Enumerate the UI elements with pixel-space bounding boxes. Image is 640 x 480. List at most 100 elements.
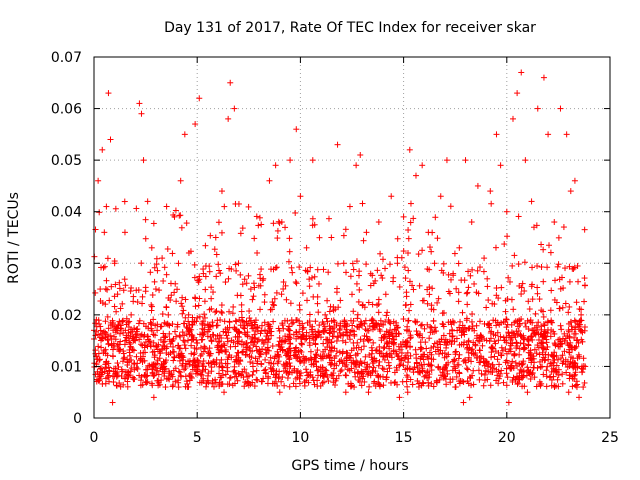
data-point	[555, 234, 562, 241]
data-point	[403, 293, 410, 300]
data-point	[518, 69, 525, 76]
data-point	[180, 337, 187, 344]
data-point	[534, 284, 541, 291]
data-point	[106, 297, 113, 304]
y-tick-label: 0	[73, 411, 82, 427]
data-point	[298, 348, 305, 355]
data-point	[261, 299, 268, 306]
data-point	[191, 261, 198, 268]
data-point	[551, 383, 558, 390]
data-point	[225, 115, 232, 122]
data-point	[287, 157, 294, 164]
data-point	[174, 286, 181, 293]
data-point	[102, 285, 109, 292]
data-point	[314, 266, 321, 273]
data-point	[179, 303, 186, 310]
data-point	[92, 289, 99, 296]
data-point	[286, 248, 293, 255]
data-point	[308, 274, 315, 281]
data-point	[521, 259, 528, 266]
data-point	[378, 272, 385, 279]
data-point	[515, 327, 522, 334]
data-point	[365, 389, 372, 396]
data-point	[257, 306, 264, 313]
data-point	[303, 244, 310, 251]
data-point	[349, 291, 356, 298]
data-point	[237, 230, 244, 237]
data-point	[480, 382, 487, 389]
data-point	[462, 157, 469, 164]
data-point	[282, 282, 289, 289]
data-point	[359, 200, 366, 207]
data-point	[177, 369, 184, 376]
data-point	[278, 291, 285, 298]
data-point	[338, 367, 345, 374]
data-point	[221, 203, 228, 210]
data-point	[410, 215, 417, 222]
data-point	[419, 365, 426, 372]
data-point	[516, 345, 523, 352]
data-point	[293, 344, 300, 351]
data-point	[270, 360, 277, 367]
data-point	[559, 352, 566, 359]
data-point	[219, 309, 226, 316]
data-point	[477, 347, 484, 354]
data-point	[215, 261, 222, 268]
data-point	[257, 282, 264, 289]
data-point	[270, 318, 277, 325]
data-point	[502, 308, 509, 315]
data-point	[196, 295, 203, 302]
data-point	[562, 265, 569, 272]
data-point	[258, 266, 265, 273]
data-point	[465, 338, 472, 345]
data-point	[406, 146, 413, 153]
data-point	[296, 302, 303, 309]
data-point	[372, 347, 379, 354]
data-point	[104, 286, 111, 293]
data-point	[566, 349, 573, 356]
data-point	[456, 244, 463, 251]
data-point	[344, 332, 351, 339]
data-point	[246, 315, 253, 322]
data-point	[177, 212, 184, 219]
data-point	[382, 265, 389, 272]
data-point	[315, 309, 322, 316]
data-point	[213, 251, 220, 258]
data-point	[206, 268, 213, 275]
data-point	[116, 318, 123, 325]
data-point	[498, 352, 505, 359]
data-point	[446, 330, 453, 337]
data-point	[226, 319, 233, 326]
data-point	[419, 162, 426, 169]
data-point	[488, 354, 495, 361]
data-point	[379, 373, 386, 380]
data-point	[350, 266, 357, 273]
data-point	[353, 280, 360, 287]
data-point	[374, 267, 381, 274]
data-point	[309, 157, 316, 164]
data-point	[407, 219, 414, 226]
data-point	[504, 374, 511, 381]
data-point	[405, 235, 412, 242]
data-point	[104, 313, 111, 320]
data-point	[175, 260, 182, 267]
data-point	[218, 188, 225, 195]
data-point	[202, 366, 209, 373]
data-point	[463, 290, 470, 297]
data-point	[419, 247, 426, 254]
data-point	[543, 383, 550, 390]
data-point	[136, 100, 143, 107]
x-tick-label: 20	[498, 430, 516, 446]
data-point	[494, 356, 501, 363]
data-point	[120, 287, 127, 294]
data-point	[239, 225, 246, 232]
data-point	[421, 325, 428, 332]
data-point	[456, 351, 463, 358]
data-point	[337, 297, 344, 304]
y-tick-labels: 0 0.01 0.02 0.03 0.04 0.05 0.06 0.07	[51, 50, 82, 427]
data-point	[565, 309, 572, 316]
data-point	[467, 272, 474, 279]
data-point	[404, 389, 411, 396]
data-point	[97, 286, 104, 293]
data-point	[218, 229, 225, 236]
